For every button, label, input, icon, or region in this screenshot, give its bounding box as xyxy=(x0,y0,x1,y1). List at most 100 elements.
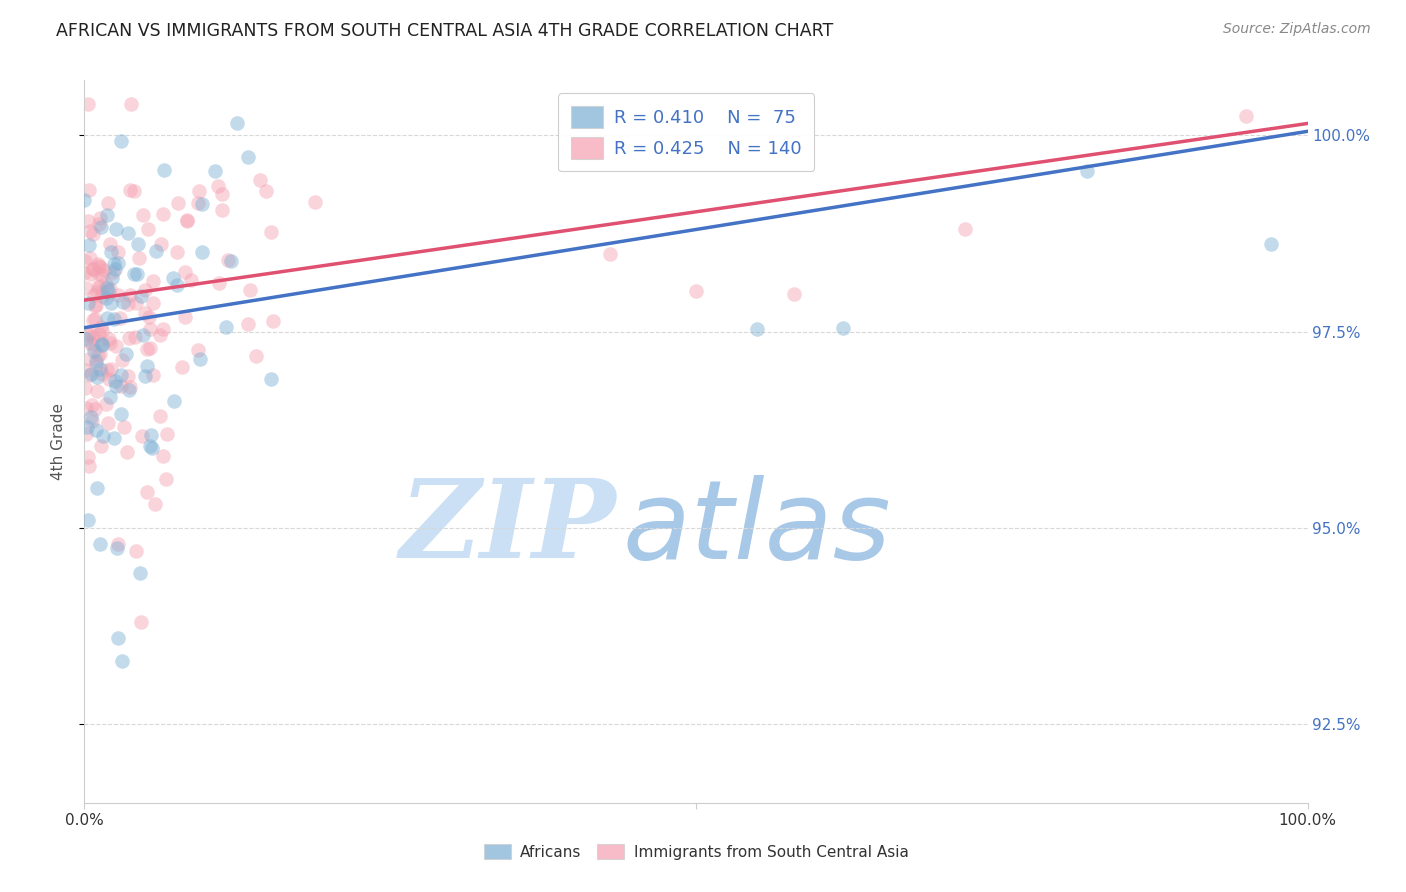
Point xyxy=(87,217,110,231)
Point xyxy=(76,450,98,464)
Point xyxy=(124,330,146,344)
Point xyxy=(84,312,107,326)
Point xyxy=(136,484,159,499)
Point xyxy=(187,195,209,210)
Point xyxy=(96,311,118,326)
Point xyxy=(82,261,104,276)
Point xyxy=(260,371,283,385)
Point xyxy=(191,244,214,259)
Point xyxy=(77,96,100,111)
Point xyxy=(599,247,621,261)
Point xyxy=(104,374,127,388)
Point xyxy=(131,428,153,442)
Point xyxy=(153,163,176,178)
Point xyxy=(163,394,186,409)
Point xyxy=(84,357,107,371)
Point xyxy=(94,397,117,411)
Point xyxy=(129,566,152,580)
Point xyxy=(139,322,162,336)
Point xyxy=(104,338,127,352)
Point xyxy=(170,359,193,374)
Point xyxy=(118,379,141,393)
Point xyxy=(136,343,159,357)
Point xyxy=(127,237,149,252)
Point xyxy=(110,407,132,421)
Point xyxy=(86,370,108,384)
Point xyxy=(77,327,100,342)
Point xyxy=(77,183,100,197)
Point xyxy=(87,348,110,362)
Point xyxy=(101,265,124,279)
Point xyxy=(254,185,277,199)
Point xyxy=(110,368,132,383)
Point xyxy=(77,513,100,527)
Point xyxy=(98,372,121,386)
Point xyxy=(111,655,134,669)
Point xyxy=(953,222,976,236)
Point xyxy=(128,251,150,265)
Point xyxy=(187,343,209,357)
Point xyxy=(75,280,97,294)
Point xyxy=(208,276,231,290)
Point xyxy=(97,416,120,430)
Point xyxy=(79,336,101,351)
Point xyxy=(91,289,114,303)
Point xyxy=(166,196,188,211)
Point xyxy=(155,472,177,486)
Point xyxy=(87,280,110,294)
Point xyxy=(207,178,229,193)
Point xyxy=(83,343,105,358)
Point xyxy=(139,428,162,442)
Point xyxy=(176,214,198,228)
Point xyxy=(120,96,142,111)
Point xyxy=(77,458,100,473)
Point xyxy=(115,347,138,361)
Point xyxy=(138,310,160,325)
Point xyxy=(105,541,128,555)
Point xyxy=(176,212,198,227)
Point xyxy=(162,270,184,285)
Point xyxy=(91,336,114,351)
Point xyxy=(149,409,172,423)
Point xyxy=(75,401,97,415)
Point xyxy=(100,390,122,404)
Point xyxy=(1076,164,1098,178)
Point xyxy=(73,193,96,207)
Point xyxy=(122,184,145,198)
Point xyxy=(135,359,157,374)
Point xyxy=(82,261,104,276)
Point xyxy=(89,346,111,360)
Point xyxy=(134,306,156,320)
Point xyxy=(97,195,120,210)
Point xyxy=(117,227,139,241)
Point xyxy=(188,352,211,367)
Text: atlas: atlas xyxy=(623,475,891,582)
Point xyxy=(141,441,163,455)
Point xyxy=(98,283,121,297)
Point xyxy=(125,295,148,310)
Point xyxy=(166,244,188,259)
Point xyxy=(90,219,112,234)
Point xyxy=(125,544,148,558)
Point xyxy=(173,310,195,324)
Point xyxy=(77,368,100,382)
Point xyxy=(142,296,165,310)
Point xyxy=(134,368,156,383)
Point xyxy=(82,398,104,412)
Point xyxy=(239,283,262,297)
Point xyxy=(75,363,97,377)
Point xyxy=(111,353,134,368)
Point xyxy=(76,296,98,310)
Point xyxy=(142,368,165,382)
Point xyxy=(98,335,121,350)
Point xyxy=(831,321,853,335)
Text: Source: ZipAtlas.com: Source: ZipAtlas.com xyxy=(1223,22,1371,37)
Point xyxy=(86,384,108,398)
Point xyxy=(89,259,111,273)
Point xyxy=(73,254,96,268)
Point xyxy=(152,322,174,336)
Point xyxy=(84,423,107,437)
Point xyxy=(87,334,110,348)
Point xyxy=(107,536,129,550)
Point xyxy=(215,319,238,334)
